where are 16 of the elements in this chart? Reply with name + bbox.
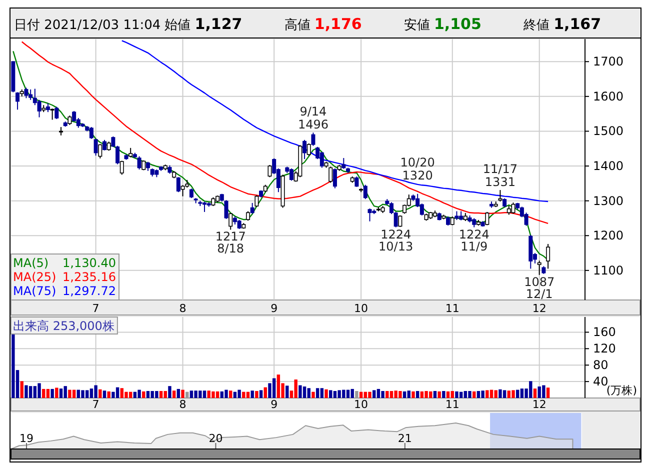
x-tick-label: 12: [532, 302, 546, 315]
y-axis-title: (万株): [606, 384, 637, 397]
x-tick-label: 11: [445, 302, 460, 315]
volume-title: 出来高 253,000株: [10, 316, 118, 334]
chart-title: 日付 2021/12/03 11:04: [14, 18, 161, 33]
x-tick-label: 8: [179, 398, 186, 411]
chart-title: 出来高 253,000株: [13, 319, 114, 333]
x-tick-label: 11: [445, 398, 460, 411]
x-tick-label: 7: [92, 398, 100, 411]
x-tick-label: 10: [354, 302, 368, 315]
x-tick-label: 7: [92, 302, 100, 315]
x-tick-label: 9: [270, 398, 278, 411]
x-tick-label: 12: [532, 398, 546, 411]
x-tick-label: 9: [270, 302, 278, 315]
x-tick-label: 8: [179, 302, 186, 315]
x-tick-label: 10: [354, 398, 368, 411]
